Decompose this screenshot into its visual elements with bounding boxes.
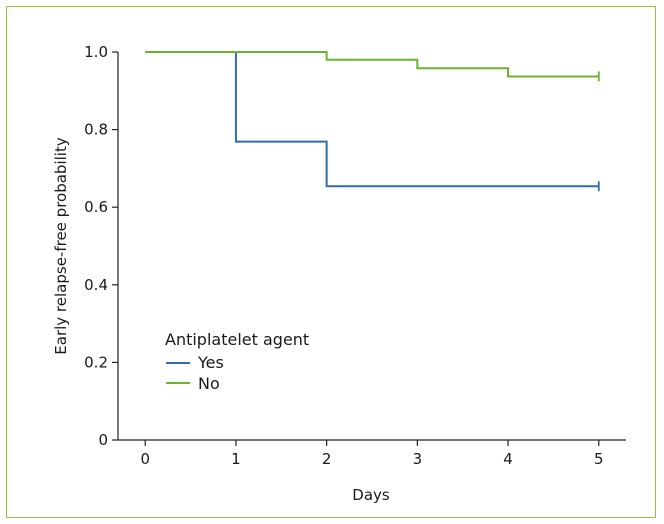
x-tick-label: 2 (322, 450, 332, 468)
x-tick-label: 1 (231, 450, 241, 468)
y-tick-label: 1.0 (84, 43, 108, 61)
legend-label-no: No (198, 374, 220, 393)
figure-frame (6, 6, 656, 518)
y-ticks: 0 0.2 0.4 0.6 0.8 1.0 (84, 43, 118, 449)
x-tick-label: 0 (140, 450, 150, 468)
legend: Antiplatelet agent Yes No (165, 330, 309, 393)
series-line-yes (145, 51, 599, 188)
y-tick-label: 0.4 (84, 276, 108, 294)
y-tick-label: 0 (98, 431, 108, 449)
x-ticks: 0 1 2 3 4 5 (140, 440, 604, 468)
legend-title: Antiplatelet agent (165, 330, 309, 349)
y-tick-label: 0.2 (84, 353, 108, 371)
y-tick-label: 0.6 (84, 198, 108, 216)
y-tick-label: 0.8 (84, 121, 108, 139)
y-axis-title: Early relapse-free probability (52, 137, 70, 355)
axes (117, 52, 626, 441)
x-axis-title: Days (352, 486, 390, 504)
series-line-no (145, 51, 599, 78)
x-tick-label: 3 (413, 450, 423, 468)
x-tick-label: 4 (503, 450, 513, 468)
series-layer (145, 51, 600, 192)
legend-label-yes: Yes (197, 353, 224, 372)
x-tick-label: 5 (594, 450, 604, 468)
